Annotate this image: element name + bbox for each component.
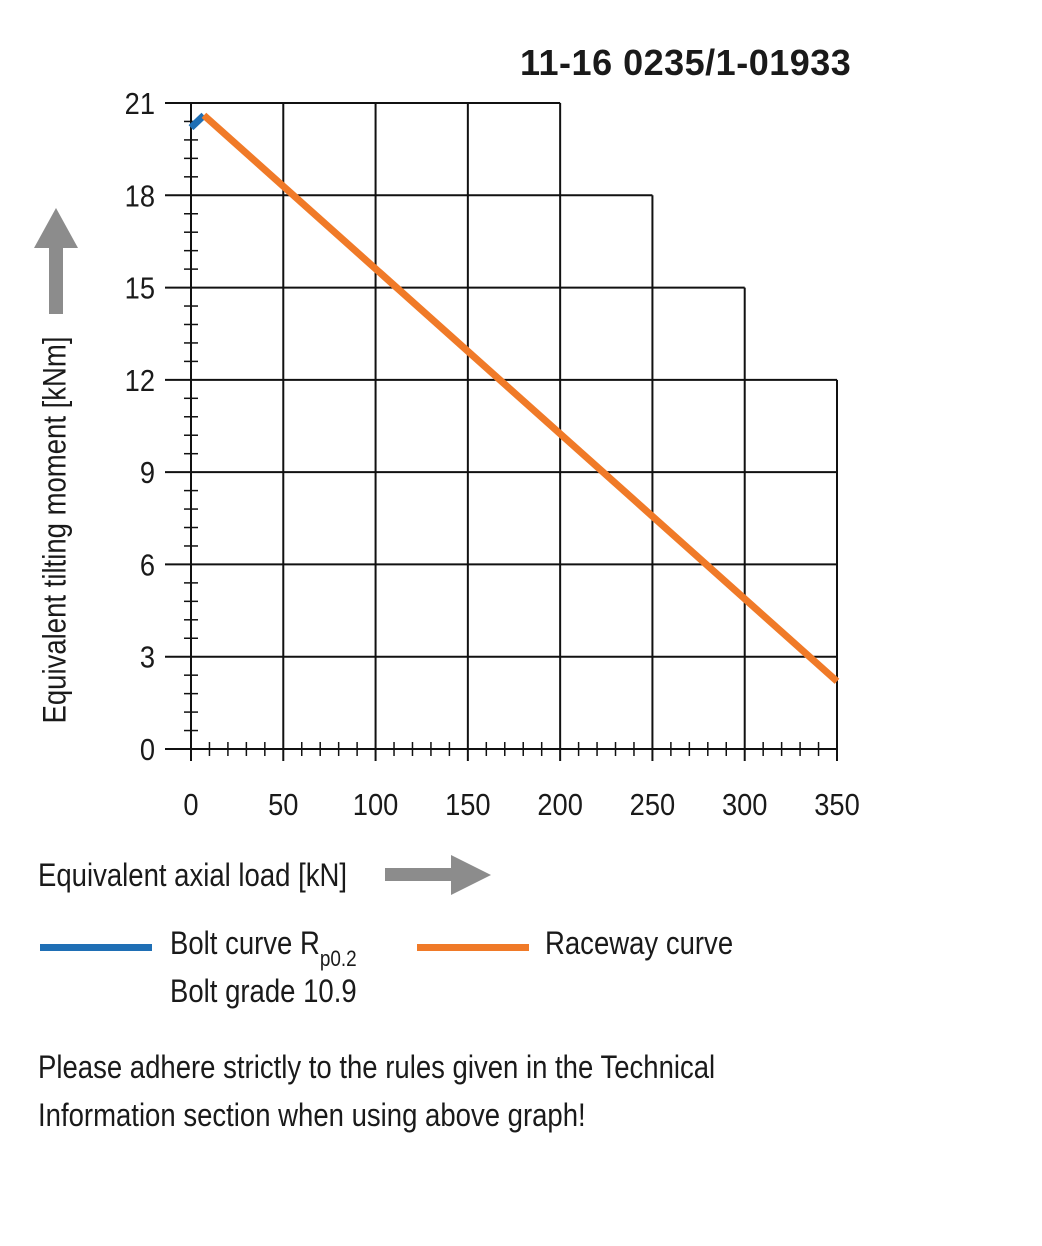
- x-tick-label: 150: [445, 788, 491, 822]
- y-tick-label: 0: [140, 733, 155, 767]
- usage-note-line-2: Information section when using above gra…: [38, 1097, 586, 1133]
- x-axis-label: Equivalent axial load [kN]: [38, 856, 348, 893]
- legend-label-bolt: Bolt curve Rp0.2: [170, 925, 357, 971]
- y-tick-label: 15: [125, 272, 155, 306]
- usage-note-line-1: Please adhere strictly to the rules give…: [38, 1049, 716, 1085]
- usage-note: Please adhere strictly to the rules give…: [38, 1043, 715, 1139]
- chart-title: 11-16 0235/1-01933: [520, 42, 852, 83]
- up-arrow-icon: [34, 208, 78, 314]
- series-line-bolt-curve: [188, 112, 207, 131]
- right-arrow-icon: [385, 852, 495, 898]
- x-tick-label: 0: [183, 788, 198, 822]
- y-tick-label: 6: [140, 549, 155, 583]
- x-tick-label: 50: [268, 788, 298, 822]
- x-tick-label: 100: [353, 788, 399, 822]
- legend-label-raceway: Raceway curve: [545, 925, 734, 961]
- y-axis-label: Equivalent tilting moment [kNm]: [36, 336, 73, 724]
- y-tick-label: 3: [140, 641, 155, 675]
- axis-ticks: [184, 120, 820, 756]
- grid: [165, 102, 838, 761]
- legend-swatch-raceway: [417, 944, 529, 951]
- x-tick-label: 300: [722, 788, 768, 822]
- x-tick-label: 200: [537, 788, 583, 822]
- tick-labels: 0 3 6 9 12 15 18 21 0 50 100 150 200 250 300 350: [125, 87, 860, 822]
- y-tick-label: 18: [125, 180, 155, 214]
- series-lines: [188, 112, 840, 684]
- legend-bolt-grade: Bolt grade 10.9: [170, 973, 357, 1009]
- y-tick-label: 21: [125, 87, 155, 121]
- y-tick-label: 9: [140, 457, 155, 491]
- legend-swatch-bolt: [40, 944, 152, 951]
- series-line-raceway-curve: [201, 112, 840, 684]
- y-tick-label: 12: [125, 364, 155, 398]
- x-tick-label: 250: [630, 788, 676, 822]
- x-tick-label: 350: [814, 788, 860, 822]
